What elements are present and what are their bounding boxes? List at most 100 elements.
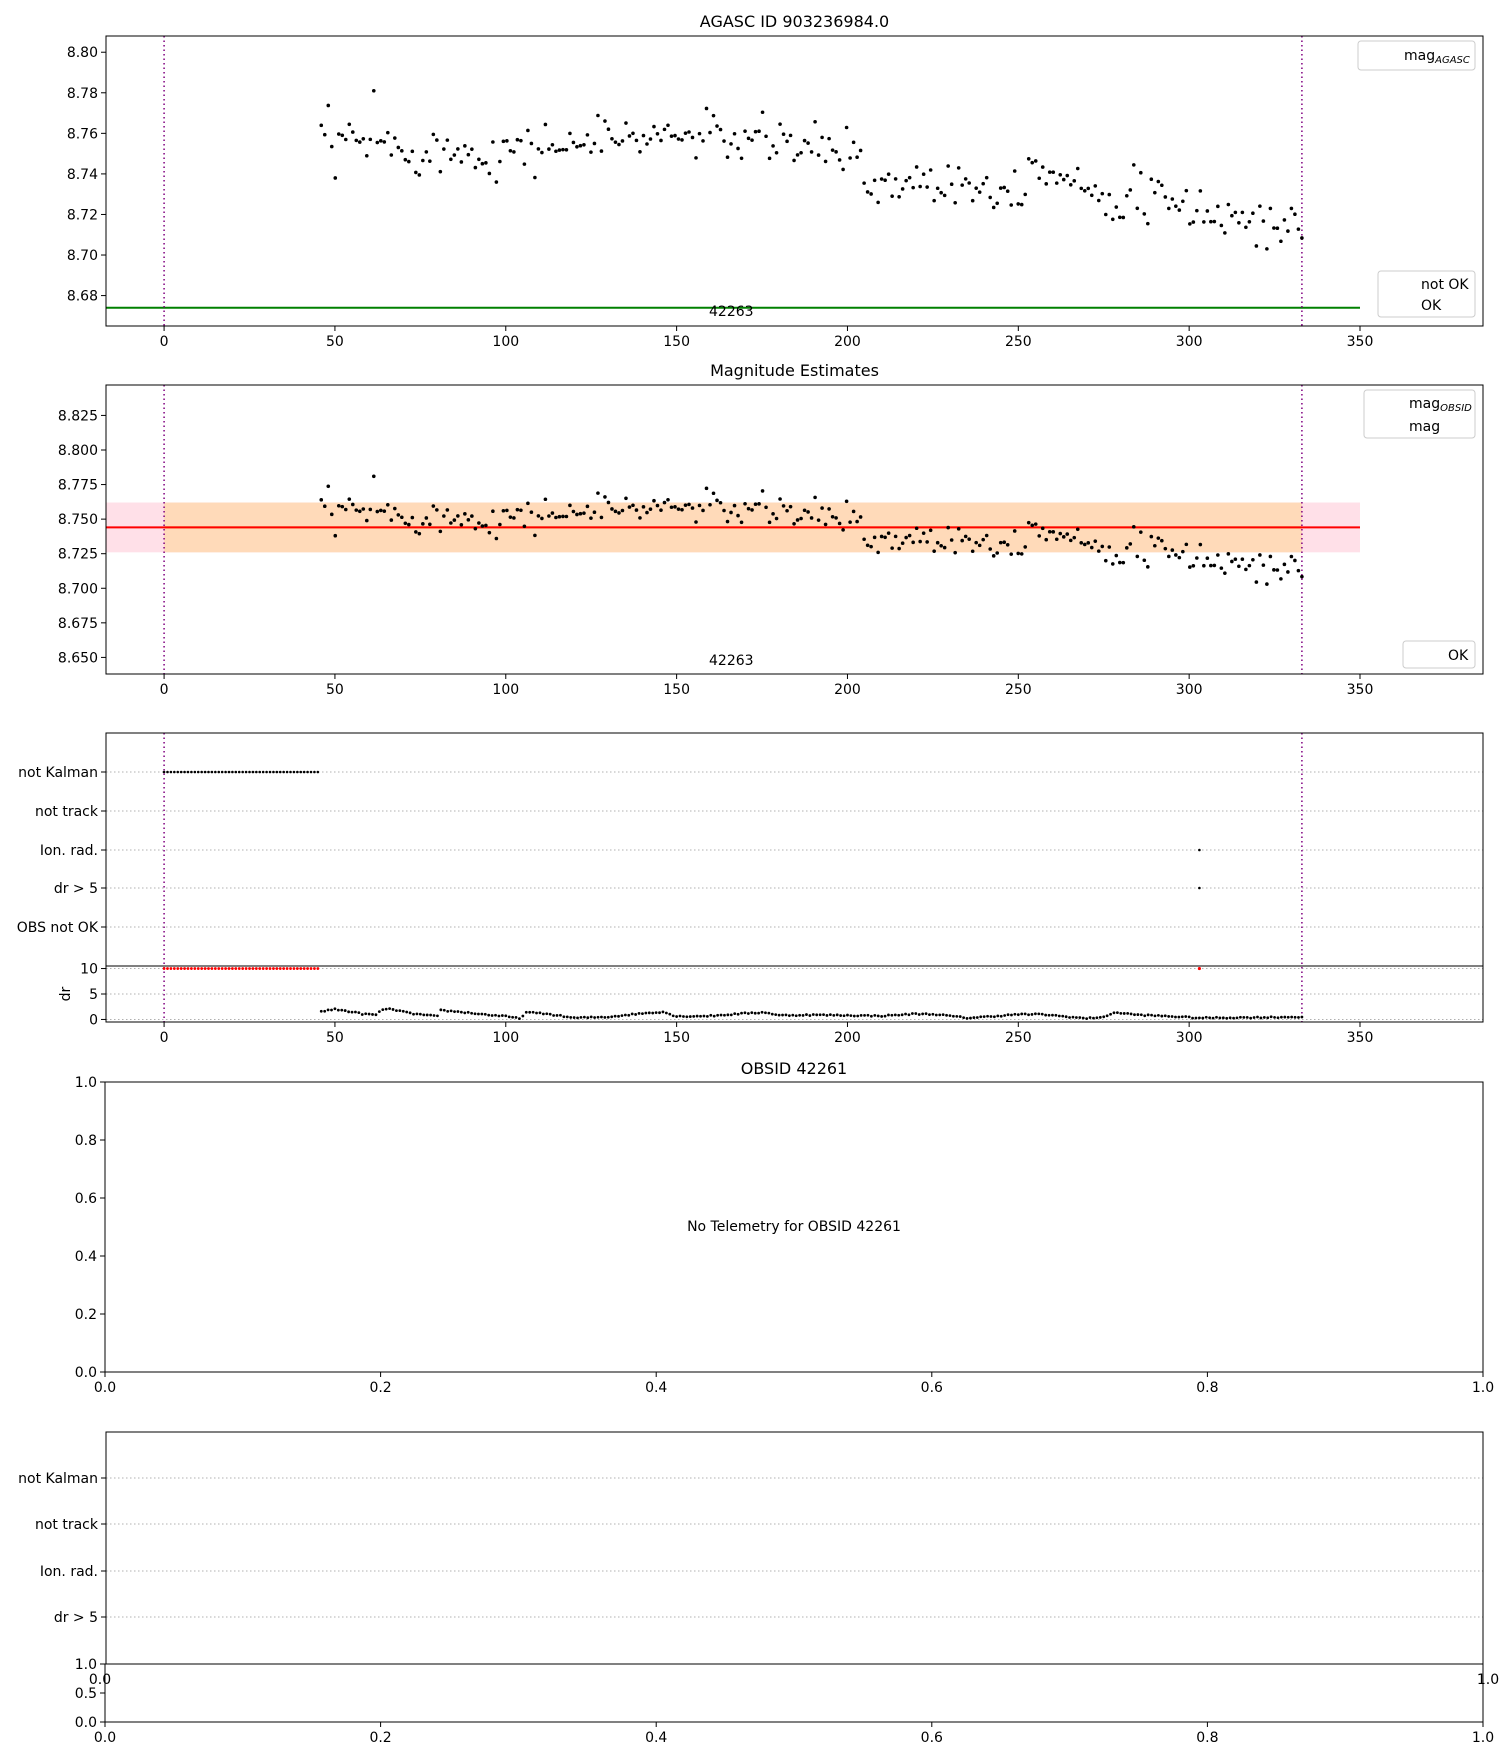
dr-point: [671, 1014, 675, 1018]
panel3-not-kalman-point: [299, 770, 303, 774]
dr-point: [1249, 1016, 1253, 1020]
panel3-not-kalman-point: [166, 770, 169, 774]
panel2-ok-point: [1131, 525, 1136, 529]
dr-xtick-label-0: 0: [160, 1030, 169, 1046]
panel2-ok-point: [473, 526, 478, 531]
panel1-ok-point: [322, 132, 327, 137]
dr-clipped-point: [241, 967, 245, 970]
dr-clipped-point: [162, 967, 166, 970]
panel1-ok-point: [921, 172, 926, 177]
panel2-ok-point: [1079, 541, 1084, 545]
panel1-ok-point: [1114, 205, 1119, 209]
dr-point: [466, 1010, 470, 1014]
panel2-ok-point: [1181, 549, 1185, 554]
panel1-ok-point: [795, 153, 800, 157]
panel2-ok-point: [911, 540, 915, 545]
dr-point: [928, 1013, 931, 1017]
dr-point: [1184, 1015, 1188, 1018]
panel2-ytick-label-7: 8.825: [58, 408, 98, 424]
panel1-ok-point: [967, 181, 971, 185]
dr-point: [712, 1014, 716, 1018]
panel2-ok-point: [666, 498, 670, 502]
panel2-ok-point: [620, 508, 625, 513]
panel1-ok-point: [988, 195, 993, 200]
dr-point: [610, 1015, 614, 1019]
panel2-ok-point: [1184, 542, 1189, 547]
panel2-ok-point: [753, 502, 758, 506]
dr-clipped-point: [258, 967, 262, 970]
panel3-not-kalman-point: [207, 770, 210, 774]
dr-point: [1280, 1015, 1283, 1019]
panel1-ok-point: [834, 150, 838, 154]
panel2-ok-point: [851, 509, 856, 514]
panel2-ok-point: [729, 510, 733, 515]
panel3-not-kalman-point: [313, 770, 316, 774]
panel1-ok-point: [1223, 231, 1227, 235]
dr-clipped-point: [172, 967, 176, 970]
panel1-ok-point: [1072, 179, 1077, 183]
panel2-ok-point: [456, 514, 460, 518]
dr-point: [1300, 1015, 1304, 1019]
dr-point: [634, 1013, 638, 1016]
panel2-ok-point: [792, 521, 796, 526]
panel1-ok-point: [1251, 211, 1255, 216]
panel1-ok-point: [1258, 204, 1262, 208]
dr-point: [791, 1013, 795, 1017]
panel1-ok-point: [991, 205, 996, 210]
panel1-ok-point: [1247, 220, 1252, 224]
panel2-obsid-annotation: 42263: [709, 653, 754, 669]
dr-point: [726, 1013, 730, 1017]
dr-point: [849, 1014, 853, 1018]
panel1-ok-point: [505, 139, 509, 143]
dr-point: [890, 1013, 894, 1017]
panel1-ok-point: [1040, 165, 1045, 169]
dr-point: [340, 1008, 344, 1012]
panel3-not-kalman-point: [196, 770, 200, 774]
panel3-flag-label-1: not track: [35, 804, 99, 820]
panel3-not-kalman-point: [234, 770, 238, 774]
panel2-ok-point: [1286, 570, 1290, 574]
panel2-ok-point: [974, 540, 978, 545]
panel1-ok-point: [333, 176, 338, 180]
dr-point: [774, 1013, 778, 1017]
panel1-ok-point: [1146, 221, 1150, 226]
panel1-ok-point: [729, 142, 733, 146]
panel1-ok-point: [1240, 210, 1245, 215]
panel1-ok-point: [956, 166, 961, 170]
panel2-ok-point: [694, 520, 698, 524]
panel1-ok-point: [1019, 202, 1024, 207]
panel2-ok-point: [393, 506, 397, 511]
dr-point: [398, 1009, 402, 1013]
panel2-ok-point: [1146, 565, 1150, 569]
panel1-ok-point: [603, 119, 607, 123]
panel2-ok-point: [414, 530, 418, 534]
dr-point: [548, 1012, 552, 1016]
bottom-strip-xtick-label-2: 0.4: [645, 1730, 667, 1746]
dr-point: [1276, 1016, 1280, 1020]
panel1-ok-point: [1065, 173, 1070, 178]
panel1-ok-point: [410, 149, 415, 154]
dr-point: [1102, 1015, 1106, 1019]
dr-clipped-point: [316, 967, 320, 970]
dr-clipped-point: [244, 967, 248, 970]
panel4-ytick-label-4: 0.8: [75, 1133, 97, 1149]
panel3-not-kalman-point: [251, 770, 255, 774]
panel6-flag-label-0: not Kalman: [18, 1471, 98, 1487]
panel2-ok-point: [421, 522, 425, 526]
panel3-flag-label-2: Ion. rad.: [40, 843, 98, 859]
panel3-not-kalman-point: [248, 770, 251, 774]
dr-clipped-point: [183, 967, 186, 970]
dr-point: [777, 1013, 781, 1017]
dr-point: [401, 1009, 405, 1013]
dr-point: [709, 1013, 713, 1017]
panel4-axes: [104, 1081, 1484, 1373]
dr-point: [1085, 1017, 1089, 1021]
dr-point: [1013, 1012, 1017, 1016]
dr-point: [545, 1012, 549, 1016]
legend-label-main: mag: [1404, 48, 1435, 64]
dr-point: [965, 1016, 969, 1020]
panel2-ok-point: [606, 500, 611, 505]
dr-clipped-point: [224, 967, 227, 970]
panel1-ok-point: [1219, 223, 1224, 228]
panel1-xtick-label-1: 50: [326, 334, 344, 350]
